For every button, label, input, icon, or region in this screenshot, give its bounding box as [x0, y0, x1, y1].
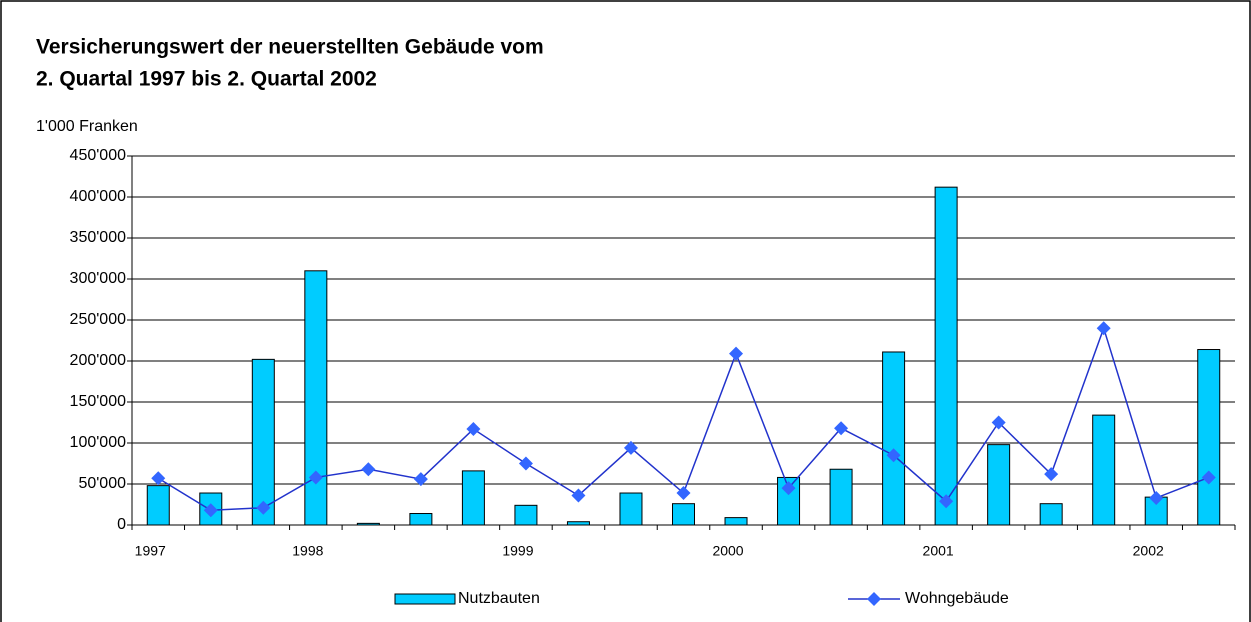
- bar: [619, 492, 643, 526]
- legend-label: Wohngebäude: [905, 590, 1009, 607]
- y-tick-label: 400'000: [70, 188, 127, 205]
- line-marker: [571, 488, 586, 503]
- chart-title: Versicherungswert der neuerstellten Gebä…: [36, 36, 544, 59]
- line-marker: [203, 503, 218, 518]
- x-tick-label: 2001: [923, 543, 954, 559]
- line-marker: [308, 470, 323, 485]
- line-marker: [1096, 321, 1111, 336]
- line-marker: [361, 462, 376, 477]
- y-tick-label: 50'000: [78, 475, 126, 492]
- y-axis-label: 1'000 Franken: [36, 118, 138, 135]
- x-tick-label: 1998: [292, 543, 323, 559]
- line-marker: [518, 456, 533, 471]
- line-marker: [623, 440, 638, 455]
- bar: [829, 468, 853, 526]
- y-tick-label: 350'000: [70, 229, 127, 246]
- line-marker: [1044, 467, 1059, 482]
- x-tick-label: 1999: [502, 543, 533, 559]
- line-marker: [834, 421, 849, 436]
- y-tick-label: 150'000: [70, 393, 127, 410]
- bar: [514, 504, 538, 526]
- line-marker: [939, 494, 954, 509]
- line-marker: [1201, 470, 1216, 485]
- bar: [356, 522, 380, 526]
- bar: [1039, 503, 1063, 526]
- line-marker: [676, 486, 691, 501]
- line-marker: [781, 481, 796, 496]
- bar: [461, 470, 485, 526]
- line-marker: [1149, 490, 1164, 505]
- bar: [251, 358, 275, 526]
- line-marker: [991, 415, 1006, 430]
- bar: [566, 521, 590, 526]
- x-tick-label: 2000: [712, 543, 743, 559]
- line-marker: [466, 422, 481, 437]
- line-marker: [413, 472, 428, 487]
- bar: [304, 270, 328, 526]
- line-marker: [151, 471, 166, 486]
- bar: [882, 351, 906, 526]
- bar: [672, 503, 695, 526]
- line-marker: [886, 448, 901, 463]
- legend-label: Nutzbauten: [458, 590, 540, 607]
- bar: [724, 517, 748, 526]
- y-tick-label: 200'000: [70, 352, 127, 369]
- legend-swatch: [394, 593, 456, 605]
- y-tick-label: 250'000: [70, 311, 127, 328]
- y-tick-label: 0: [117, 516, 126, 533]
- line-marker: [256, 500, 271, 515]
- legend-marker: [867, 592, 881, 606]
- y-tick-label: 450'000: [70, 147, 127, 164]
- bar: [987, 444, 1011, 526]
- bar: [146, 485, 170, 526]
- x-tick-label: 2002: [1133, 543, 1164, 559]
- bar: [1197, 349, 1221, 526]
- bar: [934, 186, 958, 526]
- y-tick-label: 300'000: [70, 270, 127, 287]
- chart-title: 2. Quartal 1997 bis 2. Quartal 2002: [36, 68, 377, 91]
- bar: [1092, 414, 1116, 526]
- line-marker: [729, 346, 744, 361]
- bar: [409, 513, 433, 526]
- x-tick-label: 1997: [135, 543, 166, 559]
- y-tick-label: 100'000: [70, 434, 127, 451]
